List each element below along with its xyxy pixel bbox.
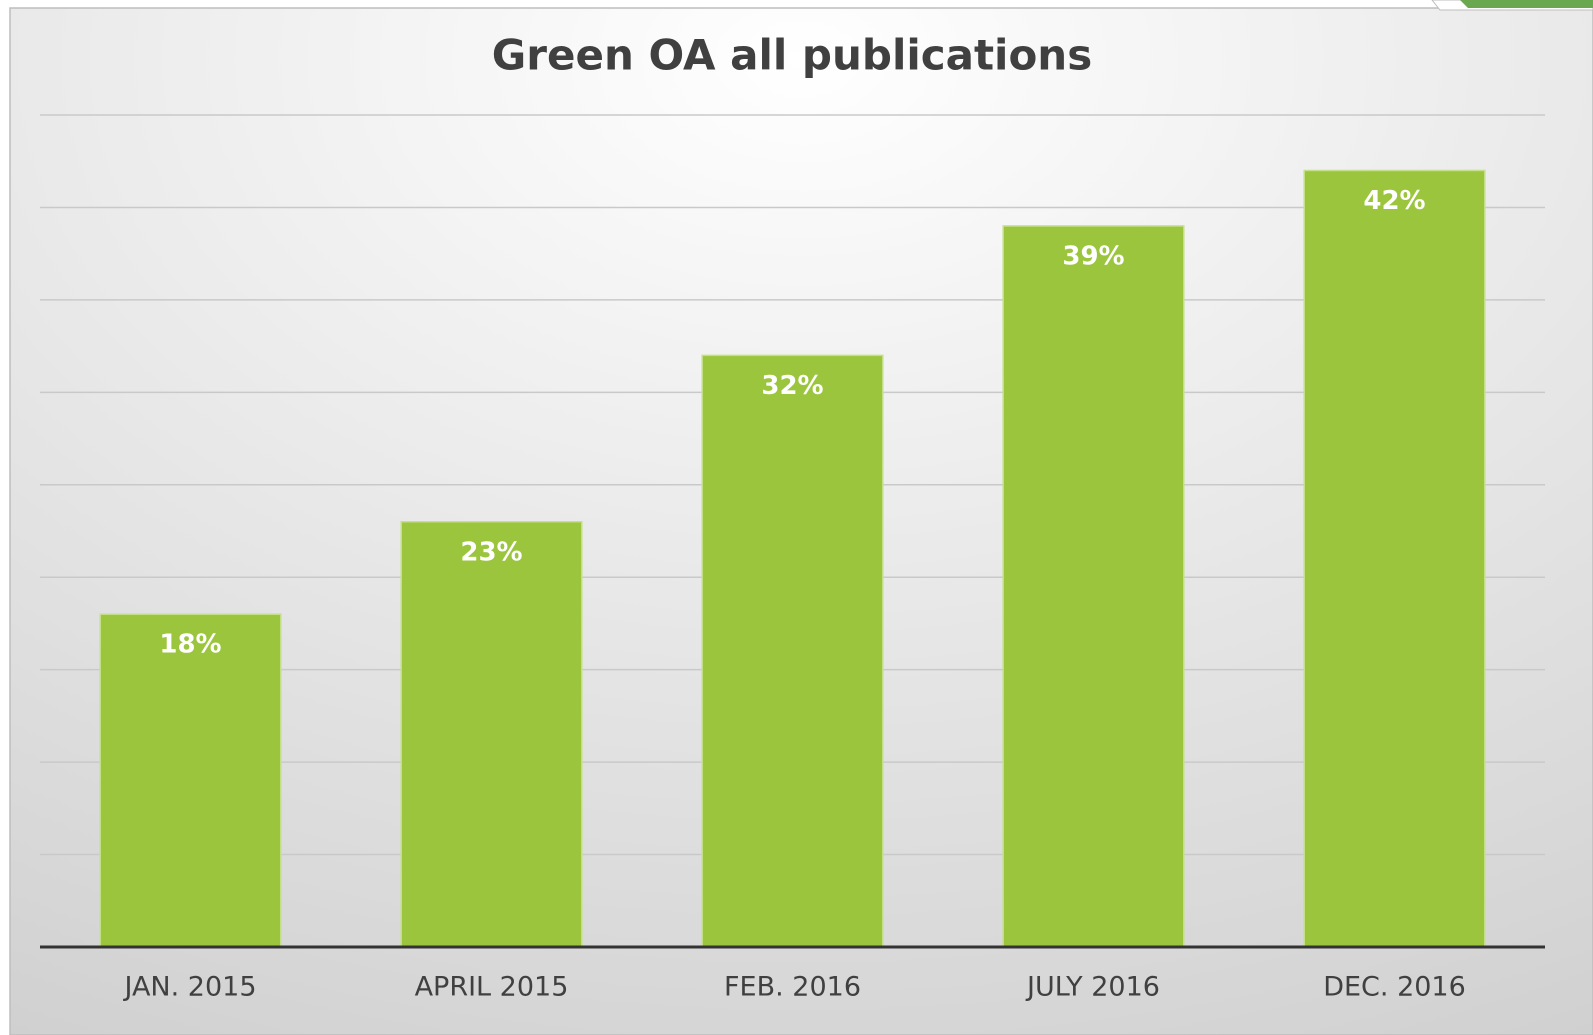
bar xyxy=(99,613,282,948)
data-label: 39% xyxy=(1062,241,1124,271)
data-label: 18% xyxy=(159,630,221,660)
corner-decoration xyxy=(1460,0,1593,8)
x-tick-label: APRIL 2015 xyxy=(415,972,569,1003)
chart-title: Green OA all publications xyxy=(492,31,1092,80)
data-label: 32% xyxy=(761,371,823,401)
x-tick-label: FEB. 2016 xyxy=(724,972,861,1003)
bar xyxy=(1002,225,1185,948)
bar xyxy=(400,521,583,948)
data-label: 23% xyxy=(460,537,522,567)
x-tick-label: JULY 2016 xyxy=(1025,972,1160,1003)
x-tick-label: DEC. 2016 xyxy=(1323,972,1466,1003)
x-tick-label: JAN. 2015 xyxy=(122,972,256,1003)
bar xyxy=(701,354,884,948)
bar xyxy=(1303,169,1486,948)
data-label: 42% xyxy=(1363,186,1425,216)
